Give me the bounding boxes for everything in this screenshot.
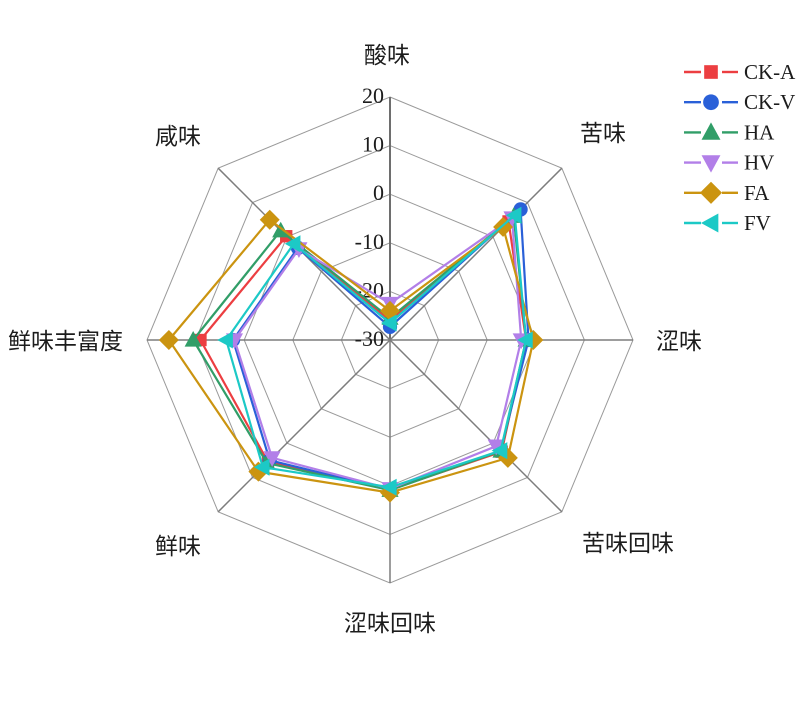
legend-label-FA: FA: [744, 181, 770, 205]
series-FA-marker: [158, 330, 179, 350]
radial-tick-label: 10: [362, 132, 384, 157]
legend-marker-FA: [699, 181, 723, 204]
axis-label: 苦味: [580, 121, 626, 146]
legend-label-CK-A: CK-A: [744, 60, 796, 84]
legend-marker-HV: [701, 155, 721, 173]
series-HA-marker: [184, 330, 202, 347]
axis-label: 苦味回味: [582, 531, 674, 556]
series-FV-marker: [284, 235, 301, 253]
legend-item-HV: HV: [684, 151, 774, 175]
radial-tick-label: 20: [362, 83, 384, 108]
legend-label-HA: HA: [744, 120, 775, 144]
axis-label: 涩味回味: [344, 611, 436, 636]
legend-item-FV: FV: [684, 211, 771, 235]
legend-marker-FV: [701, 213, 719, 233]
series-FV-marker: [505, 206, 522, 224]
series-FA-marker: [259, 209, 280, 230]
series-FV: [217, 206, 533, 496]
axis-label: 咸味: [155, 124, 201, 149]
axis-label: 涩味: [656, 329, 702, 354]
series-FV-marker: [491, 442, 508, 460]
axis-label: 鲜味丰富度: [8, 329, 123, 354]
legend: CK-A CK-V HA HV FA FV: [684, 60, 796, 235]
legend-label-CK-V: CK-V: [744, 90, 795, 114]
series-FA-polygon: [167, 218, 535, 494]
series-FV-marker: [217, 331, 233, 349]
axis-spoke: [389, 167, 563, 341]
axis-label: 酸味: [364, 43, 410, 68]
legend-item-HA: HA: [684, 120, 775, 144]
series-HV-marker: [487, 439, 505, 456]
radial-tick-label: 0: [373, 180, 384, 205]
series-FV-marker: [253, 458, 270, 476]
axis-spoke: [217, 339, 391, 513]
legend-marker-CK-A: [704, 65, 718, 79]
series-FV-marker: [380, 478, 397, 496]
legend-item-CK-V: CK-V: [684, 90, 795, 114]
radial-tick-label: -30: [355, 326, 384, 351]
legend-marker-HA: [701, 122, 721, 140]
legend-label-HV: HV: [744, 151, 774, 175]
radial-tick-label: -10: [355, 229, 384, 254]
series-FV-marker: [380, 314, 397, 332]
series-FA: [158, 209, 544, 503]
series-FV-marker: [517, 331, 533, 349]
legend-label-FV: FV: [744, 211, 771, 235]
legend-item-FA: FA: [684, 181, 770, 205]
legend-marker-CK-V: [703, 94, 719, 111]
axis-spoke: [389, 339, 563, 513]
legend-item-CK-A: CK-A: [684, 60, 796, 84]
axis-label: 鲜味: [155, 534, 201, 559]
series-HV-marker: [263, 451, 281, 467]
series-HA-marker: [272, 221, 290, 238]
